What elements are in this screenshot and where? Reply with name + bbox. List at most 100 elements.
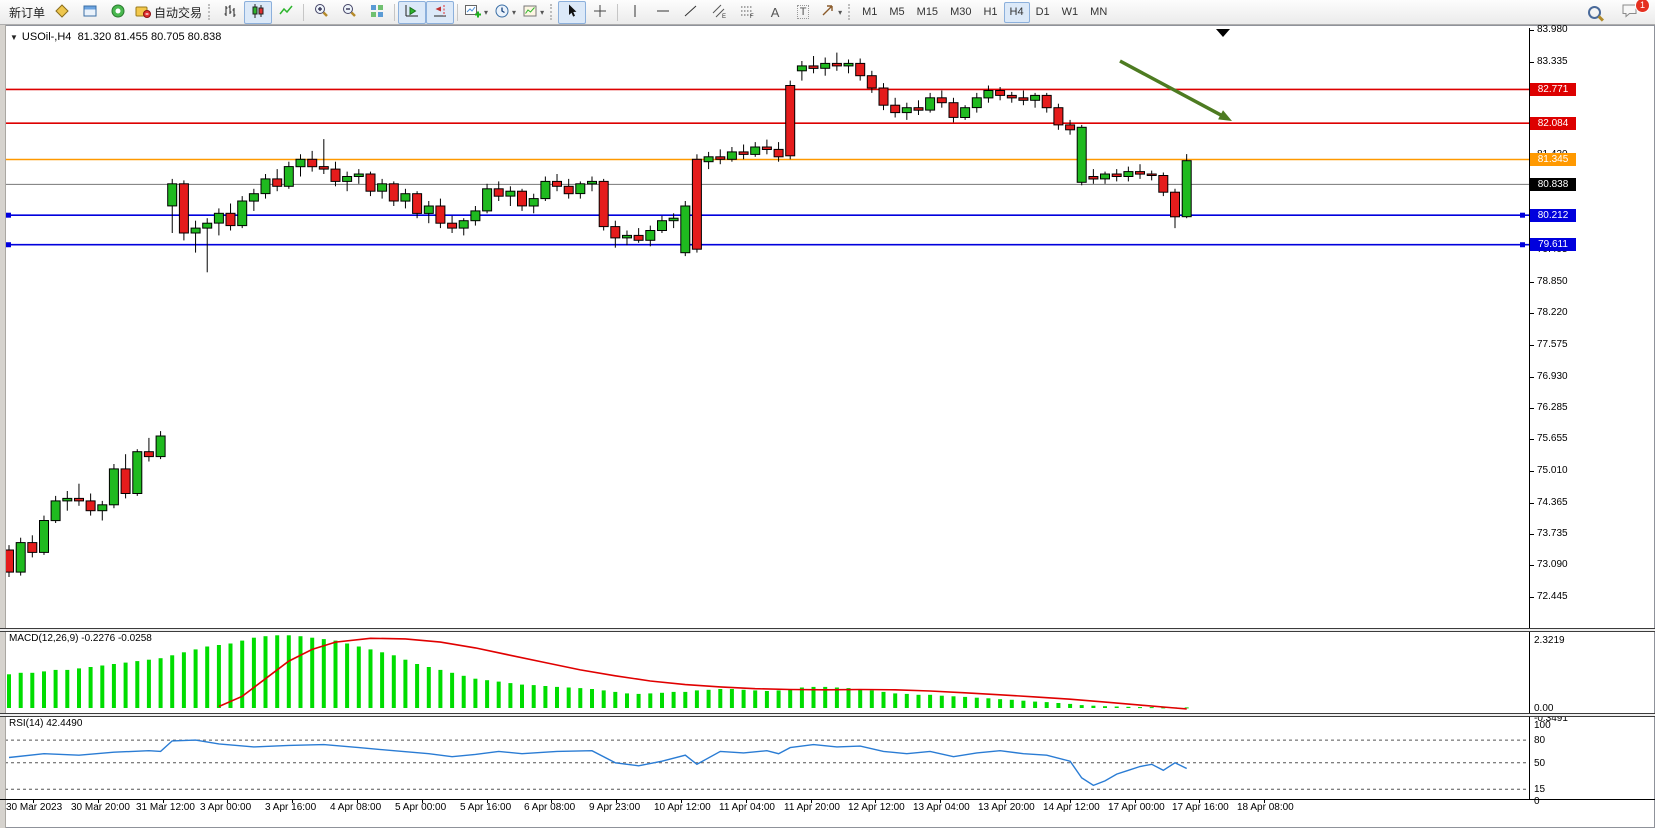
horizontal-line-tool[interactable] (649, 1, 677, 24)
tile-windows-button[interactable] (363, 1, 391, 24)
rsi-line (8, 739, 1188, 787)
annotation-arrow[interactable] (1119, 59, 1226, 119)
text-tool[interactable]: A (761, 1, 789, 24)
price-tick (1529, 534, 1534, 535)
arrows-dropdown-caret[interactable]: ▾ (838, 7, 843, 17)
zoom-in-button[interactable] (307, 1, 335, 24)
candlestick-chart-button[interactable] (244, 0, 273, 24)
timeframe-h4[interactable]: H4 (1003, 1, 1030, 23)
data-window-button[interactable] (76, 1, 104, 24)
timeframe-m1[interactable]: M1 (862, 6, 878, 18)
timeframe-m30[interactable]: M30 (950, 6, 972, 18)
vertical-line-tool[interactable] (621, 1, 649, 24)
timeframe-h1[interactable]: H1 (983, 6, 998, 18)
time-axis-label: 13 Apr 20:00 (978, 802, 1035, 813)
market-watch-button[interactable] (48, 1, 76, 24)
search-button[interactable] (1580, 1, 1608, 24)
price-badge-81.345: 81.345 (1530, 153, 1576, 166)
new-chart-dropdown-caret[interactable]: ▾ (484, 7, 489, 17)
window-left-edge (0, 25, 6, 828)
time-axis-label: 31 Mar 12:00 (136, 802, 195, 813)
crosshair-button[interactable] (586, 1, 614, 24)
time-tick (422, 799, 423, 803)
rsi-label: RSI(14) 42.4490 (9, 718, 83, 729)
timeframe-w1[interactable]: W1 (1061, 6, 1079, 18)
line-chart-button[interactable] (272, 1, 300, 24)
period-dropdown-caret[interactable]: ▾ (512, 7, 517, 17)
time-tick (1005, 799, 1006, 803)
zoom-in-icon (313, 2, 330, 22)
time-axis-label: 6 Apr 08:00 (524, 802, 576, 813)
price-tick (1529, 313, 1534, 314)
hline-handle[interactable] (1520, 242, 1525, 248)
macd-signal-line (218, 637, 1187, 710)
new-order-label: 新订单 (9, 5, 46, 20)
cursor-button[interactable] (558, 0, 587, 24)
data-window-icon (82, 3, 98, 22)
cursor-icon (564, 3, 580, 22)
time-tick (1070, 799, 1071, 803)
clock-icon (494, 3, 510, 22)
equidistant-channel-tool[interactable]: E (705, 1, 733, 24)
hline-handle[interactable] (6, 212, 11, 218)
template-button[interactable]: ▾ (519, 1, 547, 24)
new-order-button[interactable]: 新订单 (3, 1, 48, 24)
hline-handle[interactable] (1520, 212, 1525, 218)
time-tick (292, 799, 293, 803)
equidistant-channel-icon: E (711, 3, 727, 22)
line-chart-icon (278, 3, 294, 22)
time-tick (487, 799, 488, 803)
auto-scroll-button[interactable] (398, 0, 427, 24)
price-tick-label: 83.980 (1537, 24, 1568, 35)
navigator-button[interactable] (104, 1, 132, 24)
chart-shift-marker[interactable] (1216, 29, 1230, 37)
timeframe-m15[interactable]: M15 (916, 6, 939, 18)
bar-chart-button[interactable] (216, 1, 244, 24)
text-label-tool[interactable]: T (789, 1, 817, 24)
chart-canvas[interactable] (4, 28, 1529, 800)
time-tick (1199, 799, 1200, 803)
auto-trading-button[interactable]: 自动交易 (132, 1, 205, 24)
timeframe-d1[interactable]: D1 (1035, 6, 1050, 18)
rsi-axis-label: 15 (1534, 784, 1546, 795)
search-icon (1587, 5, 1601, 19)
trendline-tool[interactable] (677, 1, 705, 24)
timeframe-m5[interactable]: M5 (889, 6, 905, 18)
period-button[interactable]: ▾ (491, 1, 519, 24)
price-tick-label: 77.575 (1537, 339, 1568, 350)
price-tick-label: 73.735 (1537, 528, 1568, 539)
price-badge-82.084: 82.084 (1530, 117, 1576, 130)
collapse-chart-icon[interactable]: ▼ (10, 33, 18, 42)
chart-shift-button[interactable] (426, 0, 455, 24)
tile-windows-icon (369, 3, 385, 22)
time-tick (746, 799, 747, 803)
price-tick-label: 76.930 (1537, 371, 1568, 382)
rsi-pane-separator[interactable] (0, 713, 1655, 717)
notifications-button[interactable]: 1 (1616, 0, 1650, 24)
time-axis-label: 9 Apr 23:00 (589, 802, 641, 813)
arrows-tool[interactable]: ▾ (817, 1, 845, 24)
zoom-out-icon (341, 2, 358, 22)
horizontal-line-icon (655, 3, 671, 22)
price-tick (1529, 439, 1534, 440)
toolbar-grip (208, 4, 213, 20)
hline-handle[interactable] (6, 242, 11, 248)
template-dropdown-caret[interactable]: ▾ (540, 7, 545, 17)
price-tick (1529, 565, 1534, 566)
price-tick (1529, 377, 1534, 378)
chart-title[interactable]: ▼ USOil-,H4 81.320 81.455 80.705 80.838 (10, 31, 221, 43)
time-tick (98, 799, 99, 803)
navigator-icon (110, 3, 126, 22)
fibonacci-tool[interactable]: F (733, 1, 761, 24)
annotation-arrow-head (1218, 110, 1232, 121)
auto-scroll-icon (404, 3, 420, 22)
macd-pane-separator[interactable] (0, 628, 1655, 632)
zoom-out-button[interactable] (335, 1, 363, 24)
bar-chart-icon (222, 3, 238, 22)
new-chart-button[interactable]: ▾ (461, 1, 491, 24)
trendline-icon (683, 3, 699, 22)
time-axis-label: 3 Apr 16:00 (265, 802, 317, 813)
timeframe-mn[interactable]: MN (1090, 6, 1108, 18)
text-label-glyph: T (796, 5, 810, 19)
